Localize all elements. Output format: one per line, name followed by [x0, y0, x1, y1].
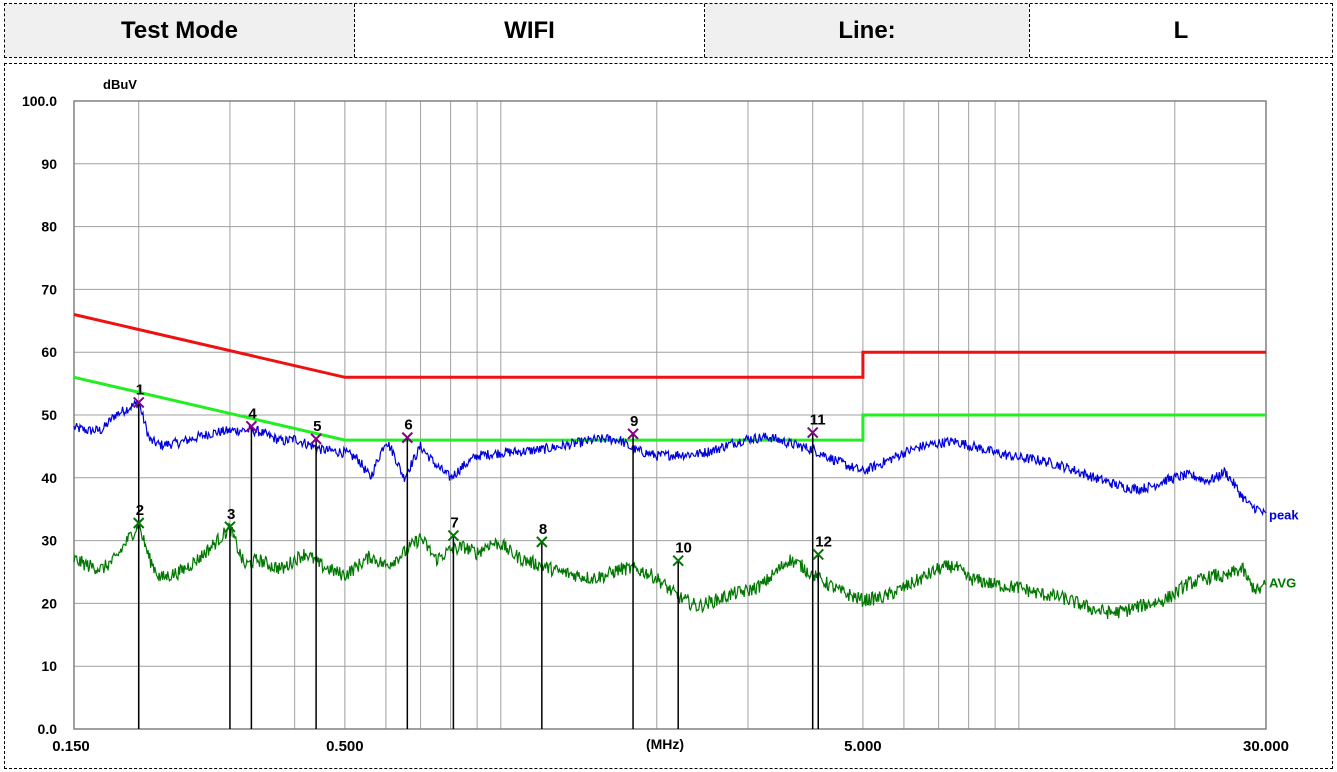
- marker-label: 7: [450, 515, 458, 532]
- marker-label: 12: [815, 533, 832, 550]
- y-tick-label: 40: [41, 470, 57, 486]
- line-value: L: [1173, 16, 1189, 44]
- marker-label: 5: [313, 418, 321, 435]
- avg-limit-line: [73, 375, 1266, 442]
- marker-peak-x: [401, 431, 414, 444]
- test-info-table: Test Mode WIFI Line: L: [4, 3, 1333, 58]
- peak-series-label: peak: [1269, 507, 1299, 522]
- x-tick-label: 0.500: [326, 738, 364, 755]
- marker-avg-x: [447, 529, 460, 542]
- marker-label: 9: [630, 413, 638, 430]
- y-tick-label: 0.0: [38, 721, 58, 737]
- y-tick-label: 50: [41, 407, 57, 423]
- test-mode-label: Test Mode: [5, 4, 355, 57]
- y-axis-label: dBuV: [103, 77, 137, 92]
- marker-label: 3: [227, 506, 235, 523]
- marker-label: 1: [136, 381, 144, 398]
- marker-label: 8: [539, 521, 547, 538]
- peak-trace: [73, 399, 1267, 517]
- marker-label: 10: [675, 540, 692, 557]
- test-mode-value: WIFI: [355, 4, 705, 57]
- chart-frame: 0.0 10 20 30 40 50 60 70 80 90 100.0 dBuV 0.150 0.500…: [4, 63, 1333, 769]
- y-tick-label: 80: [41, 219, 57, 235]
- marker-label: 2: [136, 502, 144, 519]
- marker-avg-x: [812, 548, 824, 561]
- marker-peak-x: [245, 420, 258, 433]
- y-tick-label: 100.0: [22, 93, 57, 109]
- marker-peak-x: [627, 428, 639, 440]
- marker-label: 6: [404, 417, 412, 434]
- emission-chart: 0.0 10 20 30 40 50 60 70 80 90 100.0 dBuV 0.150 0.500…: [22, 77, 1299, 755]
- avg-series-label: AVG: [1269, 576, 1296, 591]
- y-tick-label: 90: [41, 156, 57, 172]
- line-label: Line:: [705, 4, 1030, 57]
- x-tick-label: 30.000: [1243, 738, 1289, 755]
- x-axis-label: (MHz): [646, 736, 684, 752]
- y-tick-label: 20: [41, 595, 57, 611]
- marker-peak-x: [310, 433, 322, 445]
- marker-peak-x: [806, 426, 819, 439]
- x-tick-label: 0.150: [52, 738, 90, 755]
- marker-avg-x: [672, 554, 684, 567]
- y-tick-label: 70: [41, 281, 57, 297]
- marker-avg-x: [133, 517, 145, 529]
- y-tick-label: 10: [41, 658, 57, 674]
- marker-label: 11: [810, 412, 826, 429]
- marker-avg-x: [536, 536, 548, 548]
- y-tick-label: 60: [41, 344, 57, 360]
- avg-trace: [73, 522, 1267, 620]
- marker-avg-x: [224, 521, 236, 533]
- qp-limit-line: [73, 313, 1266, 379]
- marker-label: 4: [248, 405, 257, 422]
- marker-peak-x: [133, 396, 145, 409]
- y-tick-label: 30: [41, 533, 57, 549]
- x-tick-label: 5.000: [844, 738, 882, 755]
